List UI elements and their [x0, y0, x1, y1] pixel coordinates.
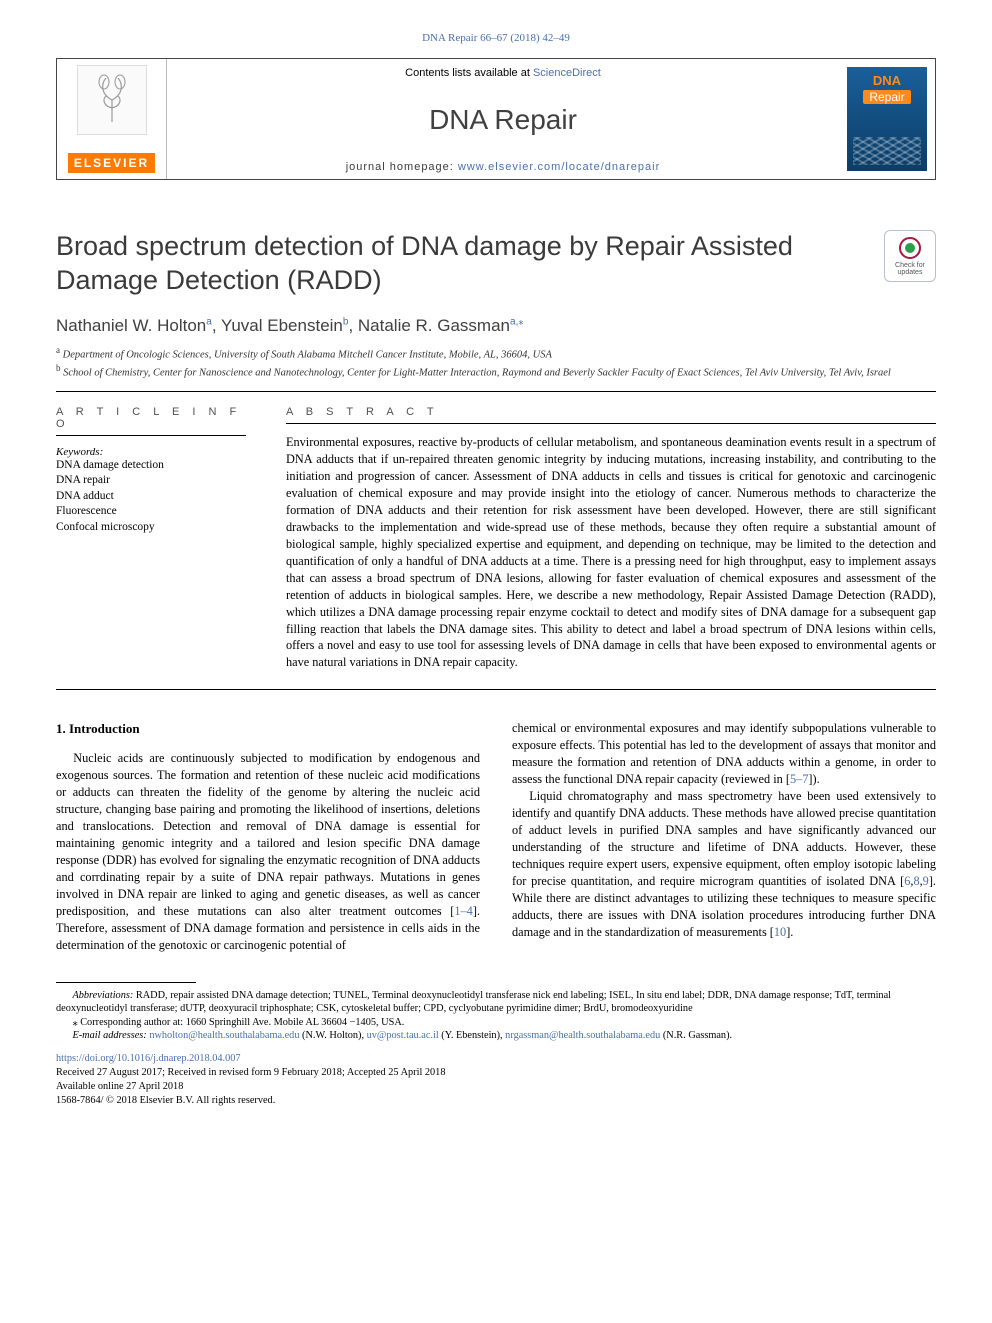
- article-info-rule: [56, 435, 246, 436]
- article-meta: https://doi.org/10.1016/j.dnarep.2018.04…: [56, 1052, 936, 1108]
- sciencedirect-link[interactable]: ScienceDirect: [533, 67, 601, 79]
- keyword-item: DNA adduct: [56, 489, 262, 505]
- keywords-list: DNA damage detection DNA repair DNA addu…: [56, 458, 262, 536]
- journal-header: ELSEVIER Contents lists available at Sci…: [56, 58, 936, 180]
- homepage-link[interactable]: www.elsevier.com/locate/dnarepair: [458, 161, 660, 173]
- online-line: Available online 27 April 2018: [56, 1080, 936, 1094]
- abstract-rule: [286, 423, 936, 424]
- dates-line: Received 27 August 2017; Received in rev…: [56, 1066, 936, 1080]
- contents-prefix: Contents lists available at: [405, 67, 533, 79]
- author-3-corresponding[interactable]: ⁎: [518, 316, 523, 327]
- keyword-item: Confocal microscopy: [56, 520, 262, 536]
- body-text: chemical or environmental exposures and …: [512, 721, 936, 786]
- citation-6[interactable]: 6: [904, 874, 910, 888]
- article-info-heading: A R T I C L E I N F O: [56, 406, 262, 430]
- crossmark-icon: [899, 237, 921, 259]
- doi-link[interactable]: https://doi.org/10.1016/j.dnarep.2018.04…: [56, 1053, 241, 1064]
- email-label: E-mail addresses:: [72, 1030, 149, 1041]
- author-1: Nathaniel W. Holton: [56, 316, 206, 335]
- body-columns: 1. Introduction Nucleic acids are contin…: [56, 720, 936, 954]
- email-1[interactable]: nwholton@health.southalabama.edu: [149, 1030, 299, 1041]
- body-text: ].: [786, 925, 793, 939]
- abbrev-text: RADD, repair assisted DNA damage detecti…: [56, 990, 891, 1014]
- affil-a-text: Department of Oncologic Sciences, Univer…: [63, 349, 552, 360]
- article-info-column: A R T I C L E I N F O Keywords: DNA dama…: [56, 406, 286, 672]
- email-2[interactable]: uv@post.tau.ac.il: [367, 1030, 439, 1041]
- cover-helix-icon: [853, 137, 921, 165]
- abstract-column: A B S T R A C T Environmental exposures,…: [286, 406, 936, 672]
- email-2-name: (Y. Ebenstein),: [439, 1030, 505, 1041]
- journal-homepage-line: journal homepage: www.elsevier.com/locat…: [346, 161, 661, 173]
- keywords-label: Keywords:: [56, 446, 262, 458]
- email-line: E-mail addresses: nwholton@health.southa…: [56, 1029, 936, 1042]
- journal-name: DNA Repair: [429, 104, 577, 136]
- publisher-box: ELSEVIER: [57, 59, 167, 179]
- footnote-rule: [56, 982, 196, 983]
- author-2: Yuval Ebenstein: [221, 316, 343, 335]
- rule-after-affils: [56, 391, 936, 392]
- crossmark-badge[interactable]: Check for updates: [884, 230, 936, 282]
- footnotes: Abbreviations: RADD, repair assisted DNA…: [56, 982, 936, 1043]
- cover-box: DNA Repair: [839, 59, 935, 179]
- body-paragraph: chemical or environmental exposures and …: [512, 720, 936, 788]
- top-citation-link[interactable]: DNA Repair 66–67 (2018) 42–49: [422, 32, 570, 44]
- email-3-name: (N.R. Gassman).: [660, 1030, 732, 1041]
- body-paragraph: Nucleic acids are continuously subjected…: [56, 750, 480, 954]
- body-col-right: chemical or environmental exposures and …: [512, 720, 936, 954]
- body-text: Nucleic acids are continuously subjected…: [56, 751, 480, 918]
- elsevier-tree-icon: [77, 65, 147, 135]
- keyword-item: DNA repair: [56, 473, 262, 489]
- crossmark-line1: Check for: [895, 262, 925, 269]
- citation-1-4[interactable]: 1–4: [454, 904, 472, 918]
- email-1-name: (N.W. Holton),: [299, 1030, 366, 1041]
- citation-8[interactable]: 8: [913, 874, 919, 888]
- journal-cover-icon: DNA Repair: [847, 67, 927, 171]
- citation-10[interactable]: 10: [774, 925, 786, 939]
- keyword-item: DNA damage detection: [56, 458, 262, 474]
- copyright-line: 1568-7864/ © 2018 Elsevier B.V. All righ…: [56, 1094, 936, 1108]
- body-text: ]).: [808, 772, 819, 786]
- affil-b: b School of Chemistry, Center for Nanosc…: [56, 362, 936, 381]
- section-1-heading: 1. Introduction: [56, 720, 480, 738]
- corresponding-author-line: ⁎ Corresponding author at: 1660 Springhi…: [56, 1016, 936, 1029]
- contents-available-line: Contents lists available at ScienceDirec…: [405, 67, 601, 79]
- crossmark-line2: updates: [898, 269, 923, 276]
- author-2-affil[interactable]: b: [343, 316, 349, 327]
- affil-a: a Department of Oncologic Sciences, Univ…: [56, 344, 936, 363]
- body-text: Liquid chromatography and mass spectrome…: [512, 789, 936, 888]
- author-3: Natalie R. Gassman: [358, 316, 510, 335]
- homepage-prefix: journal homepage:: [346, 161, 458, 173]
- body-paragraph: Liquid chromatography and mass spectrome…: [512, 788, 936, 941]
- affil-b-text: School of Chemistry, Center for Nanoscie…: [63, 368, 891, 379]
- authors-line: Nathaniel W. Holtona, Yuval Ebensteinb, …: [56, 316, 936, 336]
- cover-repair-label: Repair: [863, 90, 910, 104]
- citation-5-7[interactable]: 5–7: [790, 772, 808, 786]
- abbrev-label: Abbreviations:: [72, 990, 133, 1001]
- author-1-affil[interactable]: a: [206, 316, 212, 327]
- rule-after-abstract: [56, 689, 936, 690]
- keyword-item: Fluorescence: [56, 504, 262, 520]
- article-title: Broad spectrum detection of DNA damage b…: [56, 230, 884, 298]
- elsevier-wordmark: ELSEVIER: [68, 153, 155, 173]
- email-3[interactable]: nrgassman@health.southalabama.edu: [505, 1030, 660, 1041]
- abbreviations-line: Abbreviations: RADD, repair assisted DNA…: [56, 989, 936, 1016]
- affiliations: a Department of Oncologic Sciences, Univ…: [56, 344, 936, 381]
- abstract-text: Environmental exposures, reactive by-pro…: [286, 434, 936, 672]
- body-col-left: 1. Introduction Nucleic acids are contin…: [56, 720, 480, 954]
- header-center: Contents lists available at ScienceDirec…: [167, 59, 839, 179]
- top-citation: DNA Repair 66–67 (2018) 42–49: [56, 32, 936, 44]
- cover-dna-label: DNA: [873, 73, 901, 88]
- abstract-heading: A B S T R A C T: [286, 406, 936, 418]
